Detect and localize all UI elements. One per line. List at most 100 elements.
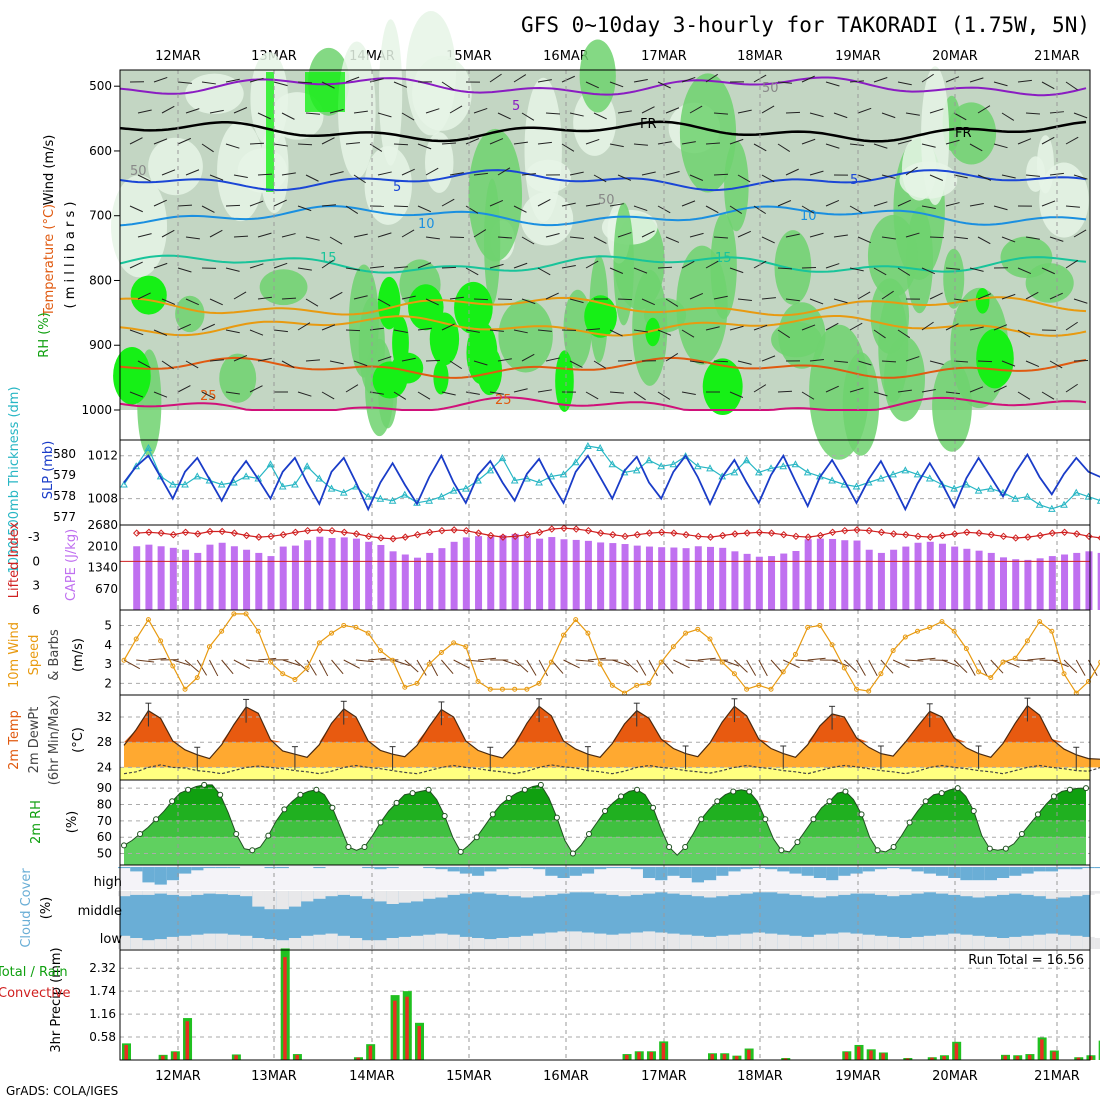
wind-barb [969,326,984,331]
lifted-index-point [340,528,348,536]
rh-tick: 70 [97,814,112,828]
rh-point [842,788,849,795]
cloud-mid-bar [789,891,802,895]
wind-barb [209,174,224,181]
wind-barb [513,388,528,393]
cape-bar [829,538,837,610]
wind10-barb [697,657,716,661]
wind10-barb [1051,659,1069,668]
rh-shading [110,175,168,278]
lifted-index-point [450,526,458,534]
wind-barb [305,236,320,241]
cloud-high-bar [130,867,143,872]
panel-label: ( m i l l i b a r s ) [63,202,78,309]
cloud-low-bar [142,940,155,949]
wind-speed-point [976,669,982,675]
wind-barb [945,323,959,331]
date-label-top: 12MAR [155,49,201,64]
cloud-low-bar [997,938,1010,949]
rh-shading [379,19,403,166]
wind-speed-point [206,644,212,650]
wind-panel-frame [119,609,1091,696]
wind10-barb [441,659,454,675]
lifted-index-point [1073,530,1081,538]
cape-bar [597,542,605,610]
wind-barb [857,291,871,300]
wind-barb [993,324,1008,331]
lifted-index-point [1012,534,1020,542]
rh-point [730,788,737,795]
wind-speed-point [194,675,200,681]
lifted-index-point [975,529,983,537]
wind-barb [873,391,888,397]
wind-speed-point [280,671,286,677]
wind-barb [489,73,502,83]
date-label-top: 20MAR [932,49,978,64]
cloud-high-bar [472,867,485,876]
cape-bar [133,546,141,610]
cloud-low-bar [1009,936,1022,949]
wind-barb [1049,360,1063,369]
wind-barb [497,358,512,362]
cloud-low-bar [862,934,875,949]
wind-barb [777,81,792,84]
wind-barb [393,205,409,208]
wind-speed-point [365,630,371,636]
wind-barb [849,143,864,146]
cape-bar [462,537,470,610]
wind-barb [1073,174,1088,180]
wind-barb [537,79,552,83]
rh-point [714,798,721,805]
cloud-low-bar [166,936,180,949]
cape-bar [426,552,434,610]
wind10-barb [636,659,647,676]
cloud-low-bar [252,938,265,949]
wind-barb [609,81,624,88]
cape-bar [743,553,751,610]
cloud-high-bar [1045,867,1059,872]
cape-bar [707,546,714,610]
wind-barb [713,112,728,115]
cape-bar [536,538,544,610]
wind-barb [489,138,504,145]
wind-barb [713,360,729,363]
wind10-barb [965,659,976,676]
wind-barb [609,391,624,394]
credit-text: GrADS: COLA/IGES [6,1084,118,1098]
rh-point [954,785,961,792]
wind-barb [737,174,751,183]
pressure-tick: 500 [89,79,112,93]
cloud-high-bar [630,867,643,870]
rh-point [393,799,400,806]
thickness-point [547,472,556,480]
cloud-mid-bar [337,891,350,895]
wind-barb [513,262,528,269]
precip-convective-bar [881,1053,885,1060]
wind10-barb [575,659,594,662]
cloud-mid-bar [1009,891,1022,894]
cloud-high-bar [313,867,326,869]
thickness-point [803,468,812,476]
wind-barb [657,141,672,145]
cloud-mid-bar [264,891,277,910]
wind-barb [281,360,295,369]
wind-barb [161,229,175,238]
wind-speed-point [475,678,481,684]
wind10-barb [246,659,265,663]
wind-barb [161,169,176,176]
wind-speed-point [731,671,737,677]
wind-barb [953,112,967,121]
lifted-index-point [755,528,764,536]
wind-barb [249,200,264,207]
wind-barb [305,359,320,362]
wind-barb [377,356,392,362]
wind-barb [641,171,656,176]
wind-barb [521,112,535,121]
rh-point [473,834,480,841]
wind-barb [225,391,240,395]
thickness-point [828,476,836,484]
lifted-index-point [780,531,788,539]
cloud-mid-bar [459,891,473,894]
wind-barb [537,267,551,276]
wind-barb [977,174,992,181]
